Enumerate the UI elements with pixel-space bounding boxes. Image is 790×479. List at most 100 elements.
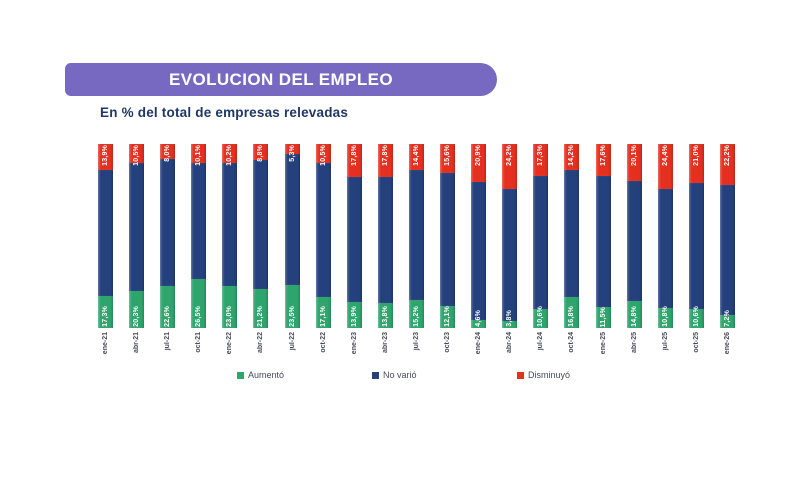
value-label-aumento: 14,8% (630, 306, 638, 327)
chart-title-banner: EVOLUCION DEL EMPLEO (65, 63, 497, 96)
x-axis-label: ene-21 (102, 332, 109, 355)
value-label-aumento: 23,0% (226, 306, 234, 327)
legend-label: Aumentó (248, 370, 285, 380)
segment-disminuyo (595, 144, 611, 177)
x-axis-label: jul-25 (661, 332, 669, 351)
x-axis-label: ene-25 (599, 332, 607, 355)
bar-jul-22: 5,3% 23,5% jul-22 (284, 144, 300, 350)
segment-disminuyo (471, 144, 487, 183)
legend-swatch (237, 371, 244, 379)
segment-no-vario (471, 182, 487, 320)
value-label-aumento: 22,6% (164, 306, 172, 327)
segment-aumento (471, 319, 487, 328)
x-axis-label: jul-24 (537, 332, 545, 351)
x-axis-label: oct-21 (195, 332, 203, 353)
segment-aumento (408, 300, 424, 328)
x-axis-label: abr-21 (133, 332, 141, 354)
segment-no-vario (315, 163, 331, 297)
x-axis-label: ene-26 (723, 332, 731, 355)
value-label-aumento: 13,9% (350, 306, 358, 327)
value-label-aumento: 10,8% (661, 306, 669, 327)
value-label-disminuyo: 13,9% (102, 145, 109, 166)
bar-oct-25: 21,0% 10,6% oct-25 (688, 144, 704, 353)
value-label-disminuyo: 20,1% (630, 145, 638, 166)
value-label-aumento: 17,3% (102, 306, 109, 327)
segment-no-vario (440, 172, 456, 306)
chart-title: EVOLUCION DEL EMPLEO (169, 69, 393, 89)
segment-no-vario (564, 170, 580, 298)
segment-disminuyo (253, 144, 269, 161)
segment-aumento (502, 321, 518, 328)
segment-aumento (191, 279, 207, 328)
value-label-disminuyo: 20,9% (475, 145, 483, 166)
x-axis-label: ene-23 (350, 332, 358, 355)
segment-disminuyo (533, 144, 549, 176)
value-label-disminuyo: 10,5% (319, 145, 327, 166)
segment-no-vario (719, 184, 735, 315)
value-label-disminuyo: 8,0% (164, 145, 172, 162)
value-label-aumento: 16,8% (568, 306, 576, 327)
value-label-aumento: 13,8% (381, 306, 389, 327)
segment-no-vario (253, 160, 269, 289)
segment-disminuyo (440, 144, 456, 173)
bar-ene-22: 10,2% 23,0% ene-22 (222, 144, 238, 354)
value-label-aumento: 12,1% (444, 306, 452, 327)
bar-oct-22: 10,5% 17,1% oct-22 (315, 144, 331, 353)
x-axis-label: abr-23 (381, 332, 389, 354)
segment-disminuyo (688, 144, 704, 183)
segment-aumento (564, 297, 580, 328)
value-label-disminuyo: 14,4% (412, 145, 420, 166)
value-label-disminuyo: 10,2% (226, 145, 234, 166)
bar-jul-23: 14,4% 15,2% jul-23 (408, 144, 424, 350)
segment-no-vario (346, 176, 362, 303)
value-label-disminuyo: 24,2% (506, 145, 514, 166)
x-axis-label: oct-24 (568, 332, 576, 353)
segment-disminuyo (502, 144, 518, 189)
legend-item-no-varió: No varió (372, 370, 417, 380)
chart-subtitle: En % del total de empresas relevadas (100, 105, 349, 120)
legend-label: Disminuyó (528, 370, 571, 380)
value-label-aumento: 23,5% (288, 306, 296, 327)
segment-no-vario (626, 180, 642, 301)
segment-no-vario (408, 170, 424, 301)
segment-aumento (440, 305, 456, 328)
segment-no-vario (595, 176, 611, 307)
segment-no-vario (657, 188, 673, 309)
segment-aumento (253, 289, 269, 328)
value-label-disminuyo: 17,6% (599, 145, 607, 166)
value-label-disminuyo: 10,1% (195, 145, 203, 166)
value-label-disminuyo: 17,3% (537, 145, 545, 166)
segment-aumento (377, 302, 393, 328)
segment-disminuyo (719, 144, 735, 185)
segment-disminuyo (191, 144, 207, 163)
x-axis-label: jul-22 (288, 332, 296, 351)
value-label-aumento: 7,2% (723, 310, 731, 327)
value-label-aumento: 10,6% (692, 306, 700, 327)
value-label-aumento: 26,5% (195, 306, 203, 327)
segment-disminuyo (284, 144, 300, 154)
segment-disminuyo (160, 144, 176, 159)
segment-aumento (315, 296, 331, 328)
value-label-aumento: 20,3% (133, 306, 141, 327)
segment-no-vario (502, 188, 518, 322)
value-label-disminuyo: 22,2% (723, 145, 731, 166)
segment-aumento (626, 300, 642, 328)
segment-no-vario (191, 162, 207, 280)
segment-disminuyo (626, 144, 642, 181)
x-axis-label: ene-22 (226, 332, 234, 355)
segment-disminuyo (377, 144, 393, 177)
x-axis-label: ene-24 (475, 332, 483, 355)
segment-aumento (533, 308, 549, 328)
segment-aumento (346, 302, 362, 328)
value-label-aumento: 15,2% (412, 306, 420, 327)
legend-label: No varió (383, 370, 417, 380)
stacked-bar-chart: 13,9% 17,3% ene-21 10,5% 20,3% abr-21 8,0% 22,6… (98, 144, 735, 354)
value-label-disminuyo: 21,0% (692, 145, 700, 166)
x-axis-label: abr-24 (506, 332, 514, 354)
segment-no-vario (222, 162, 238, 286)
segment-disminuyo (129, 144, 145, 164)
value-label-disminuyo: 24,4% (661, 145, 669, 166)
x-axis-label: oct-25 (692, 332, 700, 353)
segment-disminuyo (408, 144, 424, 171)
segment-disminuyo (98, 144, 113, 170)
